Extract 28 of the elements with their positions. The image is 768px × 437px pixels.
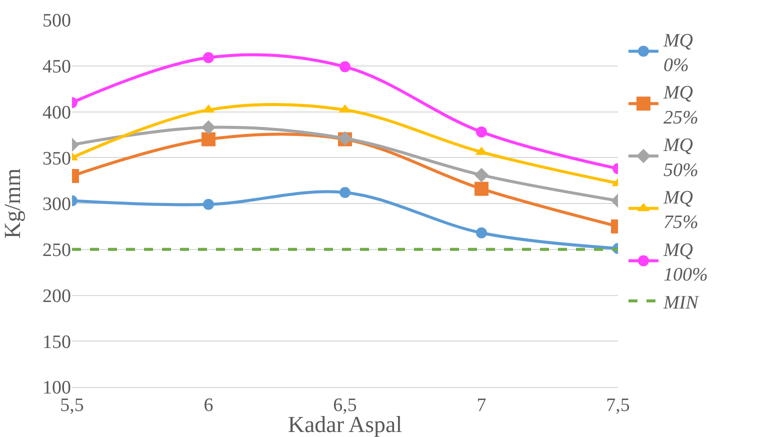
y-tick-label: 200 — [42, 286, 71, 307]
legend-label: MQ 25% — [662, 82, 698, 128]
legend-label: MQ 100% — [662, 240, 708, 286]
y-tick-label: 250 — [42, 240, 71, 262]
point — [476, 227, 487, 238]
point — [340, 186, 350, 198]
point — [474, 182, 488, 196]
legend-label: MQ 0% — [662, 30, 694, 76]
point — [202, 132, 216, 146]
x-tick-label: 7 — [476, 394, 486, 416]
legend-label: MQ 50% — [662, 135, 698, 181]
point — [340, 61, 350, 72]
y-tick-label: 300 — [42, 194, 71, 216]
point — [476, 126, 487, 138]
legend-label: MQ 75% — [662, 187, 698, 234]
point — [474, 168, 489, 182]
y-tick-label: 450 — [42, 56, 71, 78]
x-tick-label: 6 — [204, 394, 214, 416]
y-tick-label: 400 — [42, 102, 71, 124]
point — [203, 52, 214, 64]
y-axis-title: Kg/mm — [0, 168, 25, 239]
x-tick-label: 7,5 — [606, 394, 630, 416]
point — [203, 198, 214, 210]
point — [201, 120, 216, 134]
y-tick-label: 150 — [42, 332, 71, 353]
legend-label: MIN — [662, 292, 700, 314]
y-tick-label: 500 — [42, 10, 71, 32]
y-tick-label: 350 — [42, 148, 71, 170]
